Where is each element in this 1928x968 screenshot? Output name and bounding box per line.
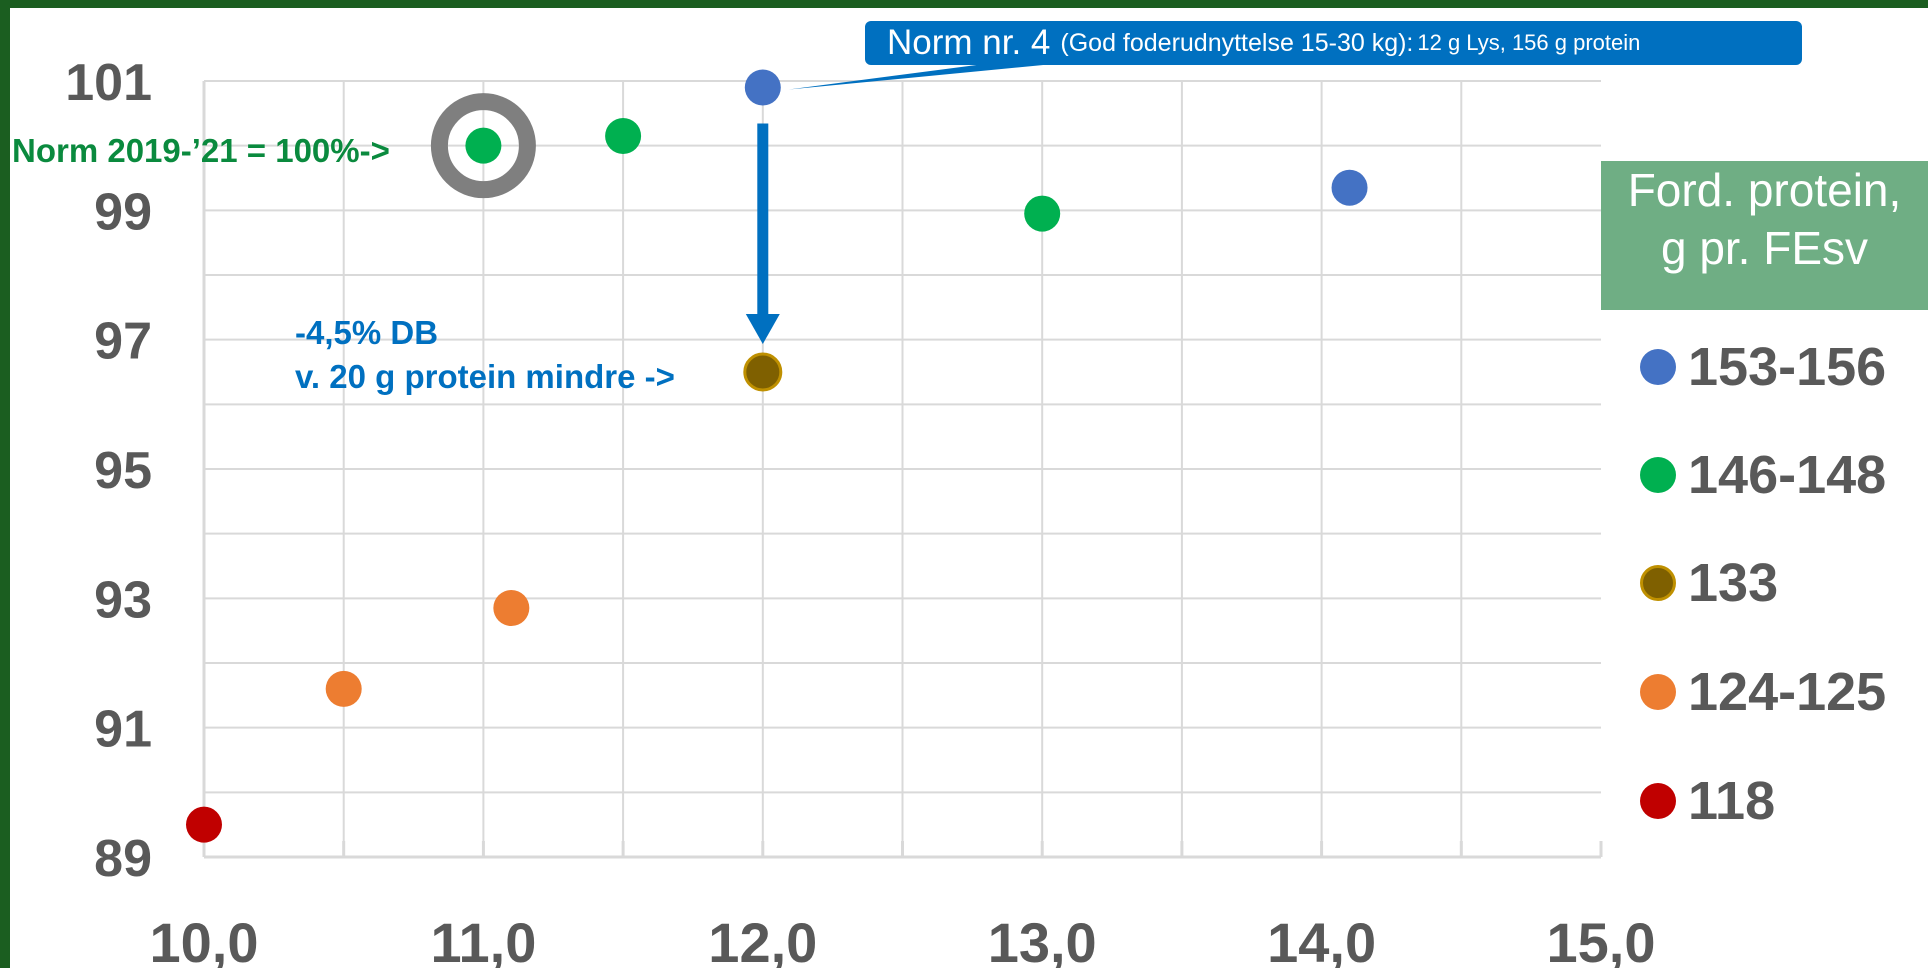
legend-marker xyxy=(1640,783,1676,819)
x-tick-label: 14,0 xyxy=(1267,911,1376,968)
legend-item-118: 118 xyxy=(1640,771,1775,831)
axes xyxy=(202,81,1603,859)
x-tick-label: 15,0 xyxy=(1547,911,1656,968)
legend-item-133: 133 xyxy=(1640,553,1778,613)
y-tick-label: 93 xyxy=(94,571,152,629)
legend-item-146-148: 146-148 xyxy=(1640,445,1886,505)
legend-marker xyxy=(1640,349,1676,385)
y-tick-label: 99 xyxy=(94,183,152,241)
scatter-chart: 101 99 97 95 93 91 89 10,0 11,0 12,0 13,0 14,0 15,0 xyxy=(65,54,1655,968)
legend-label: 118 xyxy=(1688,771,1776,831)
data-point-133 xyxy=(743,352,783,392)
data-point-146-148 xyxy=(605,117,642,154)
y-tick-label: 101 xyxy=(65,54,152,112)
data-points xyxy=(186,69,1368,843)
x-tick-label: 11,0 xyxy=(430,911,536,968)
callout-pointer xyxy=(788,60,1095,90)
data-point-153-156 xyxy=(744,69,781,106)
highlight-ring xyxy=(430,93,536,199)
db-annotation-line1: -4,5% DB xyxy=(295,314,439,351)
callout-lys-text: 12 g Lys, 156 g protein xyxy=(1417,30,1641,55)
legend-label: 146-148 xyxy=(1688,445,1887,505)
y-tick-label: 91 xyxy=(94,701,152,759)
callout-main-text: Norm nr. 4 xyxy=(887,23,1051,62)
legend-marker xyxy=(1640,457,1676,493)
y-tick-label: 95 xyxy=(94,442,152,500)
legend-label: 153-156 xyxy=(1688,337,1887,397)
tick-labels: 101 99 97 95 93 91 89 10,0 11,0 12,0 13,0 14,0 15,0 xyxy=(65,54,1655,968)
norm-callout: Norm nr. 4 (God foderudnyttelse 15-30 kg… xyxy=(865,21,1802,65)
reduction-arrowhead xyxy=(745,314,780,344)
x-tick-label: 13,0 xyxy=(988,911,1097,968)
legend-item-153-156: 153-156 xyxy=(1640,337,1886,397)
annotation-graphics xyxy=(430,60,1095,344)
legend-item-124-125: 124-125 xyxy=(1640,662,1886,722)
y-tick-label: 97 xyxy=(94,313,152,371)
y-tick-label: 89 xyxy=(94,830,152,888)
legend-label: 133 xyxy=(1688,553,1779,613)
data-point-146-148 xyxy=(1024,195,1061,232)
data-point-124-125 xyxy=(493,590,530,627)
legend-marker xyxy=(1640,674,1676,710)
chart-frame: 101 99 97 95 93 91 89 10,0 11,0 12,0 13,0 14,0 15,0 … xyxy=(10,8,1928,968)
legend-title-line1: Ford. protein, xyxy=(1627,164,1902,216)
legend-title-line2: g pr. FEsv xyxy=(1660,222,1869,274)
data-point-118 xyxy=(186,806,222,843)
legend-title: Ford. protein, g pr. FEsv xyxy=(1601,161,1928,310)
legend-marker xyxy=(1640,565,1676,601)
x-tick-label: 10,0 xyxy=(150,911,259,968)
db-annotation-line2: v. 20 g protein mindre -> xyxy=(295,358,675,395)
data-point-153-156 xyxy=(1331,169,1368,206)
grid xyxy=(204,80,1601,857)
x-tick-label: 12,0 xyxy=(708,911,817,968)
norm-label: Norm 2019-’21 = 100%-> xyxy=(12,132,390,169)
legend-label: 124-125 xyxy=(1688,662,1887,722)
data-point-146-148 xyxy=(465,127,502,164)
data-point-124-125 xyxy=(325,670,362,707)
callout-sub-text: (God foderudnyttelse 15-30 kg): xyxy=(1060,28,1414,57)
